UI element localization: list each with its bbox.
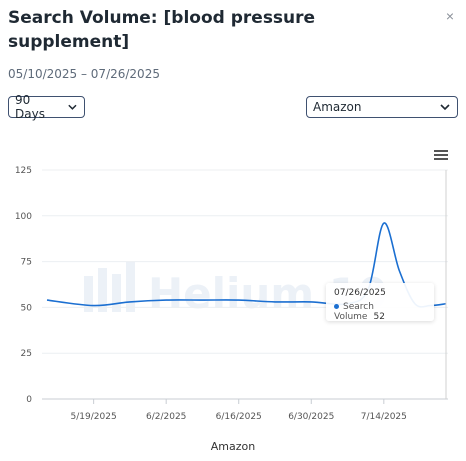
- y-tick-label: 50: [21, 303, 33, 313]
- y-tick-label: 25: [21, 349, 32, 359]
- y-tick-label: 100: [15, 212, 32, 222]
- chart-tooltip: 07/26/2025 Search Volume 52: [326, 283, 434, 322]
- chevron-down-icon: [68, 104, 77, 110]
- x-axis-title: Amazon: [210, 440, 256, 453]
- chevron-down-icon: [440, 104, 450, 111]
- x-tick-label: 6/16/2025: [216, 412, 262, 422]
- x-tick-label: 6/30/2025: [288, 412, 334, 422]
- tooltip-series-name: Search Volume: [334, 302, 374, 322]
- x-tick-label: 5/19/2025: [71, 412, 117, 422]
- series-dot-icon: [334, 304, 339, 309]
- x-tick-label: 7/14/2025: [361, 412, 407, 422]
- y-tick-label: 125: [15, 166, 32, 176]
- marketplace-value: Amazon: [313, 100, 362, 114]
- y-tick-label: 75: [21, 258, 32, 268]
- tooltip-value: 52: [373, 312, 385, 322]
- tooltip-date: 07/26/2025: [334, 288, 386, 298]
- date-range: 05/10/2025 – 07/26/2025: [8, 67, 160, 81]
- days-range-value: 90 Days: [15, 93, 45, 121]
- chart-menu-icon[interactable]: [434, 150, 448, 162]
- y-tick-label: 0: [26, 395, 32, 405]
- x-tick-label: 6/2/2025: [146, 412, 186, 422]
- panel-title: Search Volume: [blood pressure supplemen…: [8, 8, 316, 52]
- close-icon[interactable]: ×: [445, 8, 455, 24]
- days-range-select[interactable]: 90 Days: [8, 93, 85, 121]
- marketplace-select[interactable]: Amazon: [306, 96, 458, 118]
